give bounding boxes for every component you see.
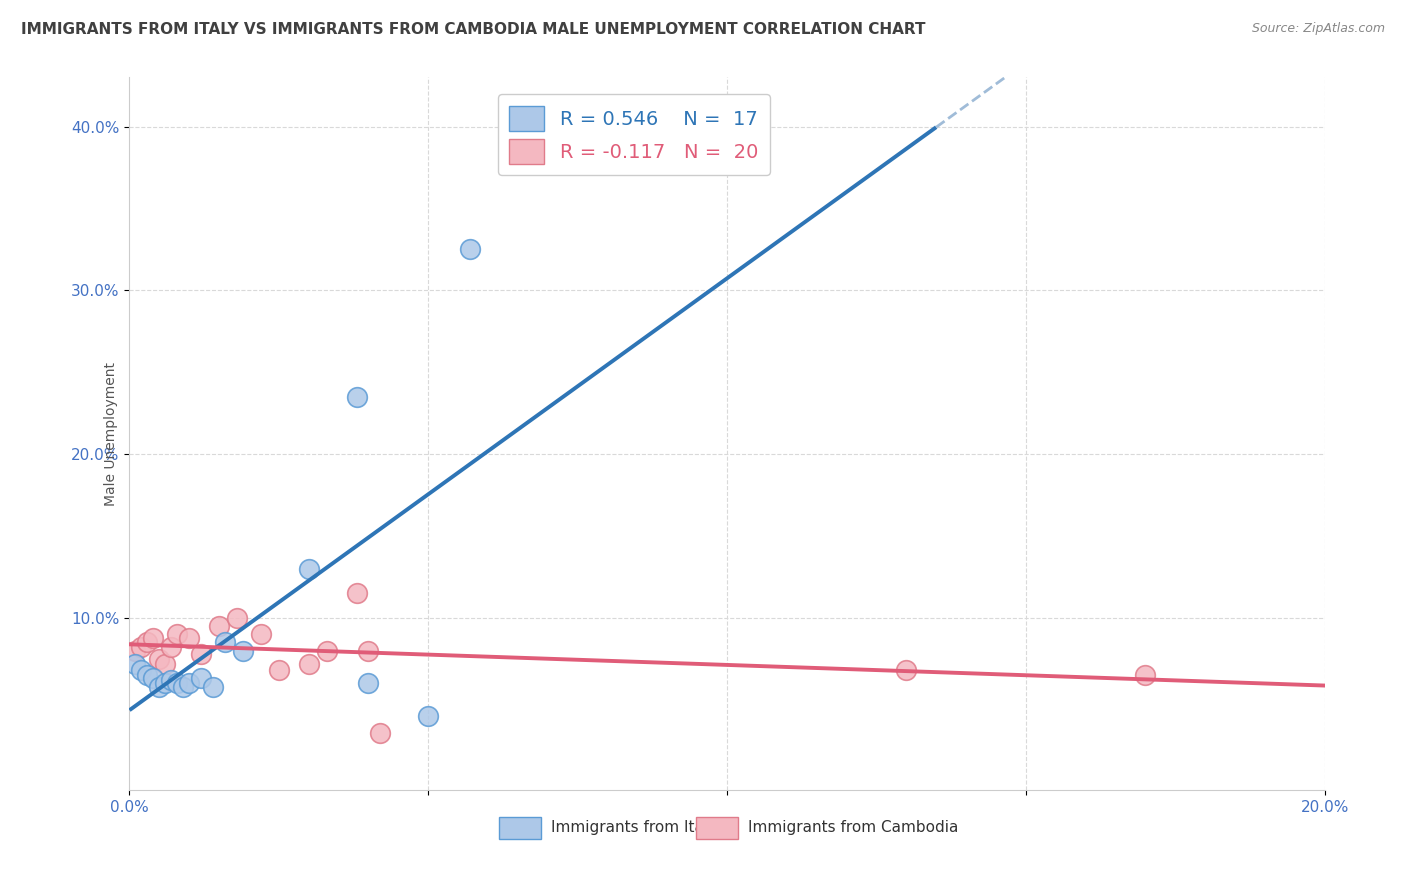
Point — [267, 663, 290, 677]
Point — [1135, 668, 1157, 682]
Point — [208, 619, 231, 633]
Point — [226, 611, 249, 625]
Point — [160, 640, 183, 655]
Point — [179, 631, 201, 645]
Point — [148, 680, 170, 694]
Point — [124, 643, 146, 657]
Point — [370, 725, 392, 739]
Point — [172, 680, 194, 694]
Point — [136, 635, 159, 649]
Point — [250, 627, 273, 641]
Point — [346, 390, 368, 404]
Point — [166, 676, 188, 690]
Point — [131, 663, 153, 677]
Point — [214, 635, 236, 649]
Point — [357, 676, 380, 690]
Point — [458, 243, 481, 257]
Point — [896, 663, 918, 677]
Point — [155, 676, 177, 690]
Text: Source: ZipAtlas.com: Source: ZipAtlas.com — [1251, 22, 1385, 36]
Point — [148, 652, 170, 666]
Text: Immigrants from Italy: Immigrants from Italy — [551, 820, 717, 835]
Point — [190, 672, 212, 686]
Point — [346, 586, 368, 600]
Point — [357, 643, 380, 657]
Point — [155, 657, 177, 671]
Y-axis label: Male Unemployment: Male Unemployment — [104, 361, 118, 506]
Point — [190, 647, 212, 661]
Point — [131, 640, 153, 655]
Point — [166, 627, 188, 641]
Point — [298, 657, 321, 671]
Point — [142, 672, 165, 686]
Point — [298, 562, 321, 576]
Point — [418, 709, 440, 723]
Legend: R = 0.546    N =  17, R = -0.117   N =  20: R = 0.546 N = 17, R = -0.117 N = 20 — [498, 95, 770, 176]
Text: IMMIGRANTS FROM ITALY VS IMMIGRANTS FROM CAMBODIA MALE UNEMPLOYMENT CORRELATION : IMMIGRANTS FROM ITALY VS IMMIGRANTS FROM… — [21, 22, 925, 37]
Point — [142, 631, 165, 645]
Text: Immigrants from Cambodia: Immigrants from Cambodia — [748, 820, 959, 835]
Point — [179, 676, 201, 690]
Point — [136, 668, 159, 682]
Point — [232, 643, 254, 657]
Point — [124, 657, 146, 671]
Point — [160, 673, 183, 687]
Point — [202, 680, 225, 694]
Point — [315, 643, 337, 657]
